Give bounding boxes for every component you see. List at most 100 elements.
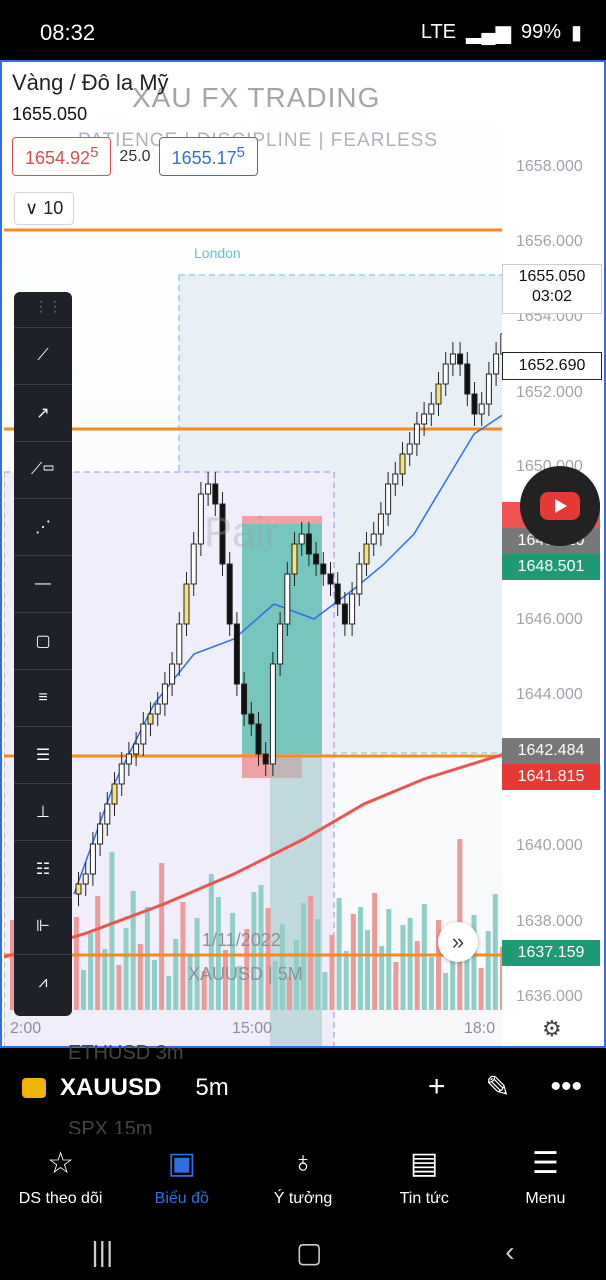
volume-bar (73, 917, 79, 1010)
volume-bar (492, 894, 498, 1010)
symbol-selector[interactable]: XAUUSD 5m (22, 1074, 229, 1102)
bottom-nav: ☆ DS theo dõi ▣ Biểu đồ ♁ Ý tưởng ▤ Tin tức … (0, 1134, 606, 1224)
candle (262, 753, 269, 765)
candle (133, 743, 140, 755)
candle (334, 583, 341, 605)
volume-bar (357, 907, 363, 1010)
candle (291, 543, 298, 575)
volume-bar (201, 971, 207, 1010)
network-indicator: LTE (420, 21, 457, 43)
measure-tool[interactable]: ⊥ (14, 783, 72, 839)
pattern-tool[interactable]: ☷ (14, 840, 72, 896)
candle (219, 503, 226, 565)
candle (277, 623, 284, 665)
candle (349, 593, 356, 625)
collapse-button[interactable]: ∨ 10 (14, 192, 75, 225)
home-icon[interactable]: ▢ (296, 1236, 323, 1268)
battery-icon: ▮ (570, 22, 582, 44)
interval-label[interactable]: 5m (195, 1074, 229, 1101)
candle (442, 363, 449, 385)
candle (356, 563, 363, 595)
candle (449, 353, 456, 365)
volume-bar (485, 931, 491, 1010)
candle (298, 533, 305, 545)
chart-date-watermark: 1/11/2022 (202, 930, 281, 950)
candle (413, 423, 420, 445)
line-label-tool[interactable]: ⟋▭ (14, 441, 72, 497)
pair-watermark: Pair (204, 508, 279, 555)
candle (471, 393, 478, 415)
long-short-icon: ⊩ (36, 917, 50, 935)
volume-bar (407, 918, 413, 1010)
double-chevron-right-icon: » (451, 929, 465, 954)
candle (176, 623, 183, 665)
drag-handle-icon[interactable]: ⋮⋮ (34, 298, 62, 314)
volume-bar (414, 941, 420, 1010)
price-tag-5: 1637.159 (502, 940, 600, 966)
volume-bar (386, 909, 392, 1010)
rectangle-tool[interactable]: ▢ (14, 612, 72, 668)
candle (125, 753, 132, 765)
add-icon[interactable]: + (427, 1070, 446, 1103)
trend-line-tool[interactable]: ⟋ (14, 327, 72, 383)
volume-bar (116, 965, 122, 1010)
long-short-tool[interactable]: ⊩ (14, 897, 72, 953)
status-bar: 08:32 LTE ▂▄▆ 99% ▮ (0, 0, 606, 60)
chart-settings-icon[interactable]: ⚙ (542, 1016, 562, 1041)
volume-bar (471, 915, 477, 1010)
candle (118, 763, 125, 785)
candle (406, 443, 413, 455)
arrow-tool[interactable]: ↗ (14, 384, 72, 440)
buy-button[interactable]: 1655.175 (158, 137, 258, 176)
candle (140, 723, 147, 745)
youtube-icon (540, 492, 580, 520)
pencil-icon[interactable]: ✎ (485, 1071, 511, 1104)
nav-menu[interactable]: ☰ Menu (485, 1134, 606, 1224)
rectangle-icon: ▢ (35, 632, 51, 650)
horizontal-line-tool[interactable]: — (14, 555, 72, 611)
volume-bar (428, 957, 434, 1010)
volume-bar (421, 904, 427, 1010)
hamburger-icon: ☰ (531, 1147, 559, 1180)
volume-bar (95, 896, 101, 1010)
recents-icon[interactable]: ||| (91, 1236, 114, 1267)
candle (147, 713, 154, 725)
candle (104, 803, 111, 825)
chevron-down-icon: ∨ (25, 198, 39, 218)
volume-bar (144, 907, 150, 1010)
price-axis[interactable]: 1658.000 1656.000 1654.000 1652.000 1650… (502, 62, 604, 1046)
nav-news[interactable]: ▤ Tin tức (364, 1134, 485, 1224)
youtube-overlay-button[interactable] (520, 466, 600, 546)
news-icon: ▤ (410, 1147, 439, 1180)
chart-canvas[interactable]: London Pair (3, 64, 507, 1046)
star-icon: ☆ (47, 1147, 75, 1180)
chart-panel[interactable]: London Pair XAU FX TRADING PATIENCE | DI… (0, 60, 606, 1048)
path-icon: ⋰ (35, 518, 51, 536)
candle (399, 453, 406, 475)
path-tool[interactable]: ⋰ (14, 498, 72, 554)
price-tag-1: 1652.690 (502, 352, 602, 380)
sell-button[interactable]: 1654.925 (12, 137, 112, 176)
nav-watchlist[interactable]: ☆ DS theo dõi (0, 1134, 121, 1224)
ma-fast-line (73, 413, 505, 895)
volume-bar (258, 885, 264, 1010)
zigzag-tool[interactable]: ⩘ (14, 954, 72, 1010)
nav-chart[interactable]: ▣ Biểu đồ (121, 1134, 242, 1224)
symbol-header[interactable]: Vàng / Đô la Mỹ 1655.050 (12, 70, 169, 125)
fib-tool[interactable]: ≡ (14, 669, 72, 725)
candle (154, 703, 161, 715)
trend-line-icon: ⟋ (37, 346, 49, 364)
channel-tool[interactable]: ☰ (14, 726, 72, 782)
back-icon[interactable]: ‹ (505, 1236, 515, 1267)
candle (327, 573, 334, 585)
more-icon[interactable]: ••• (550, 1070, 582, 1103)
fib-icon: ≡ (38, 688, 48, 706)
volume-bar (237, 966, 243, 1010)
volume-bar (265, 908, 271, 1010)
chart-icon: ▣ (167, 1147, 196, 1180)
system-nav: ||| ▢ ‹ (0, 1224, 606, 1280)
volume-bar (294, 940, 299, 1010)
ma-slow-line (3, 752, 505, 959)
scroll-to-latest-button[interactable]: » (438, 922, 478, 962)
nav-ideas[interactable]: ♁ Ý tưởng (242, 1134, 363, 1224)
